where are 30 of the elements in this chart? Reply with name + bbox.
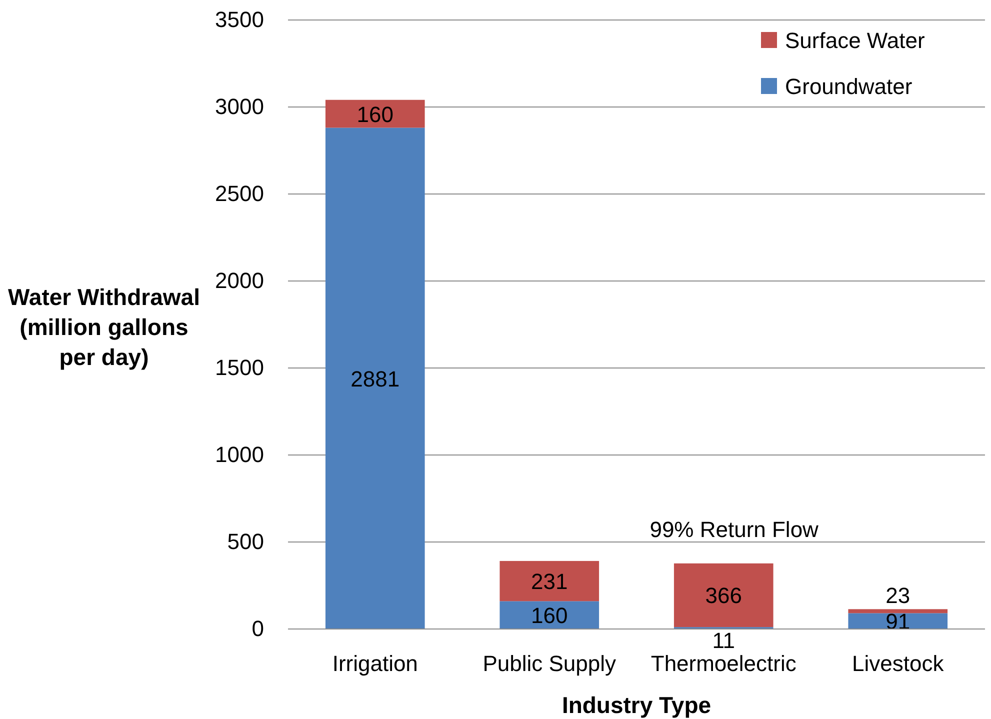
x-tick-label: Irrigation [332, 651, 418, 676]
y-tick-label: 3500 [215, 7, 264, 32]
data-label: 2881 [350, 366, 400, 392]
data-label: 231 [531, 569, 568, 594]
y-tick-label: 1000 [215, 442, 264, 467]
y-tick-label: 2500 [215, 181, 264, 206]
bar [500, 601, 600, 629]
y-tick-label: 3000 [215, 94, 264, 119]
x-axis-title: Industry Type [562, 692, 712, 718]
data-label: 23 [886, 583, 910, 608]
data-label: 160 [356, 102, 394, 127]
y-tick-label: 1500 [215, 355, 264, 380]
y-axis-title: Water Withdrawal (million gallons per day) [8, 284, 200, 370]
data-label: 160 [531, 603, 568, 628]
data-label: 366 [705, 583, 742, 608]
bar [674, 563, 774, 628]
y-tick-label: 500 [227, 529, 264, 554]
x-tick-label: Thermoelectric [650, 651, 796, 676]
bar [325, 100, 425, 128]
legend-label: Groundwater [785, 74, 912, 99]
x-tick-label: Public Supply [482, 651, 616, 676]
annotation: 99% Return Flow [650, 517, 819, 542]
y-tick-label: 0 [252, 616, 264, 641]
x-tick-label: Livestock [852, 651, 945, 676]
bar [848, 609, 948, 614]
legend-label: Surface Water [785, 28, 925, 53]
data-label: 11 [712, 628, 736, 653]
bar [500, 560, 600, 602]
y-tick-label: 2000 [215, 268, 264, 293]
bar [325, 128, 425, 629]
